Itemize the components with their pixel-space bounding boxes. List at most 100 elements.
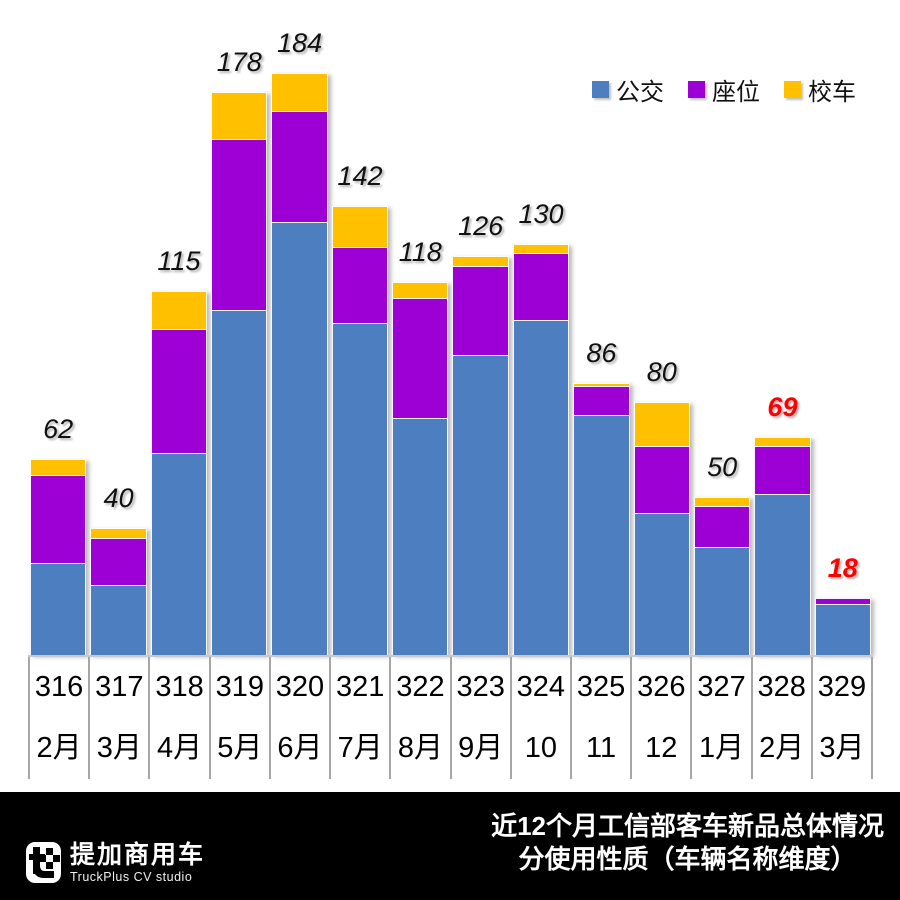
bar-segment-校车-327 [693,496,751,507]
axis-cell-month-2月: 2月 [28,718,88,779]
bar-segment-校车-326 [633,401,690,447]
stacked-bar-326 [633,401,690,655]
axis-cell-month-8月: 8月 [389,718,449,779]
axis-cell-batch-317: 317 [88,657,148,718]
bar-segment-公交-326 [633,512,690,655]
axis-cell-month-11月: 11月 [569,718,630,825]
bar-segment-座位-319 [211,139,268,311]
truckplus-logo-icon [26,842,61,883]
axis-cell-batch-327: 327 [690,657,750,718]
total-label-319: 178 [216,46,262,77]
total-label-322: 118 [398,236,442,267]
axis-cell-batch-316: 316 [28,657,88,718]
axis-cell-batch-326: 326 [630,657,690,718]
bar-segment-公交-324 [512,319,570,655]
stacked-bar-318 [150,291,208,655]
stacked-bar-316 [30,458,87,655]
bar-segment-座位-320 [271,110,328,222]
bar-segment-公交-320 [271,221,328,655]
brand-logo: 提加商用车 TruckPlus CV studio [26,842,205,884]
stacked-bar-319 [211,91,268,655]
brand-name-cn: 提加商用车 [70,841,206,869]
bar-segment-校车-319 [211,91,268,140]
chart-legend: 公交 座位 校车 [592,72,856,107]
axis-cell-batch-323: 323 [449,657,510,718]
legend-label: 校车 [808,79,856,106]
total-label-327: 50 [707,451,738,482]
axis-cell-month-10月: 10月 [509,718,570,825]
axis-cell-batch-325: 325 [569,657,630,718]
bar-segment-公交-316 [30,563,87,655]
bar-segment-公交-328 [754,493,811,655]
bar-segment-校车-328 [754,436,811,447]
x-axis-batch-row: 316 317 318 319 320 321 322 323 324 325 326 327 328 3… [28,657,874,718]
chart-title-line1: 近12个月工信部客车新品总体情况 [491,811,884,841]
axis-cell-batch-324: 324 [509,657,570,718]
bar-segment-公交-322 [392,417,449,655]
stacked-bar-328 [754,436,811,655]
bar-segment-公交-317 [90,585,147,655]
stacked-bar-325 [573,382,630,655]
stacked-bar-324 [512,243,570,655]
legend-swatch-icon [784,81,801,98]
axis-cell-batch-328: 328 [750,657,811,718]
legend-item-公交: 公交 [592,72,664,107]
legend-label: 公交 [616,79,664,106]
stacked-bar-322 [392,281,449,655]
axis-cell-month-9月: 9月 [449,718,510,779]
chart-title-line2: 分使用性质（车辆名称维度） [518,844,857,874]
x-axis-table: 316 317 318 319 320 321 322 323 324 325 326 327 328 3… [28,655,874,825]
bar-segment-校车-317 [90,528,147,538]
bar-segment-座位-323 [452,265,509,355]
bar-segment-座位-317 [90,537,147,586]
plot-area: 62 40 115 178 184 142 118 126 130 86 80 50 69 18 [30,28,871,655]
total-label-323: 126 [458,211,504,242]
bar-segment-校车-320 [271,73,328,111]
axis-cell-month-3月: 3月 [88,718,148,779]
axis-cell-batch-319: 319 [208,657,269,718]
chart-title-block: 近12个月工信部客车新品总体情况 分使用性质（车辆名称维度） [491,810,884,876]
total-label-328: 69 [767,391,798,422]
legend-item-座位: 座位 [688,72,760,107]
brand-name-en: TruckPlus CV studio [70,870,193,884]
total-label-320: 184 [277,28,323,58]
legend-swatch-icon [592,81,609,98]
stacked-bar-329 [814,598,871,655]
bar-segment-座位-321 [331,246,389,323]
axis-cell-month-7月: 7月 [329,718,389,779]
bar-segment-座位-322 [392,297,449,418]
bar-segment-公交-325 [573,414,630,655]
axis-cell-month-4月: 4月 [148,718,208,779]
bar-segment-座位-318 [150,329,208,453]
total-label-318: 115 [157,246,201,277]
legend-swatch-icon [688,81,705,98]
stacked-bar-320 [271,73,328,655]
bar-segment-校车-323 [452,256,509,266]
bar-segment-校车-321 [331,205,389,247]
bar-segment-公交-329 [814,604,871,655]
bar-segment-校车-316 [30,458,87,475]
bar-segment-座位-329 [814,598,871,605]
axis-cell-month-3月: 3月 [810,718,874,779]
axis-cell-batch-329: 329 [810,657,874,718]
total-label-324: 130 [518,198,564,229]
bar-segment-公交-321 [331,322,389,655]
footer-bar: 提加商用车 TruckPlus CV studio 近12个月工信部客车新品总体… [0,792,900,900]
legend-item-校车: 校车 [784,72,856,107]
axis-cell-month-12月: 12月 [630,718,690,825]
axis-cell-batch-318: 318 [148,657,208,718]
axis-cell-batch-321: 321 [329,657,389,718]
bar-segment-公交-327 [693,547,751,655]
bar-segment-座位-324 [512,253,570,320]
bar-segment-座位-327 [693,506,751,548]
bar-segment-座位-326 [633,446,690,513]
axis-cell-month-6月: 6月 [268,718,329,779]
axis-cell-month-1月: 1月 [690,718,750,779]
bar-segment-校车-318 [150,291,208,330]
stacked-bar-323 [452,256,509,655]
stacked-bar-327 [693,496,751,655]
axis-cell-batch-322: 322 [389,657,449,718]
bar-segment-校车-325 [573,382,630,387]
total-label-317: 40 [103,483,134,514]
